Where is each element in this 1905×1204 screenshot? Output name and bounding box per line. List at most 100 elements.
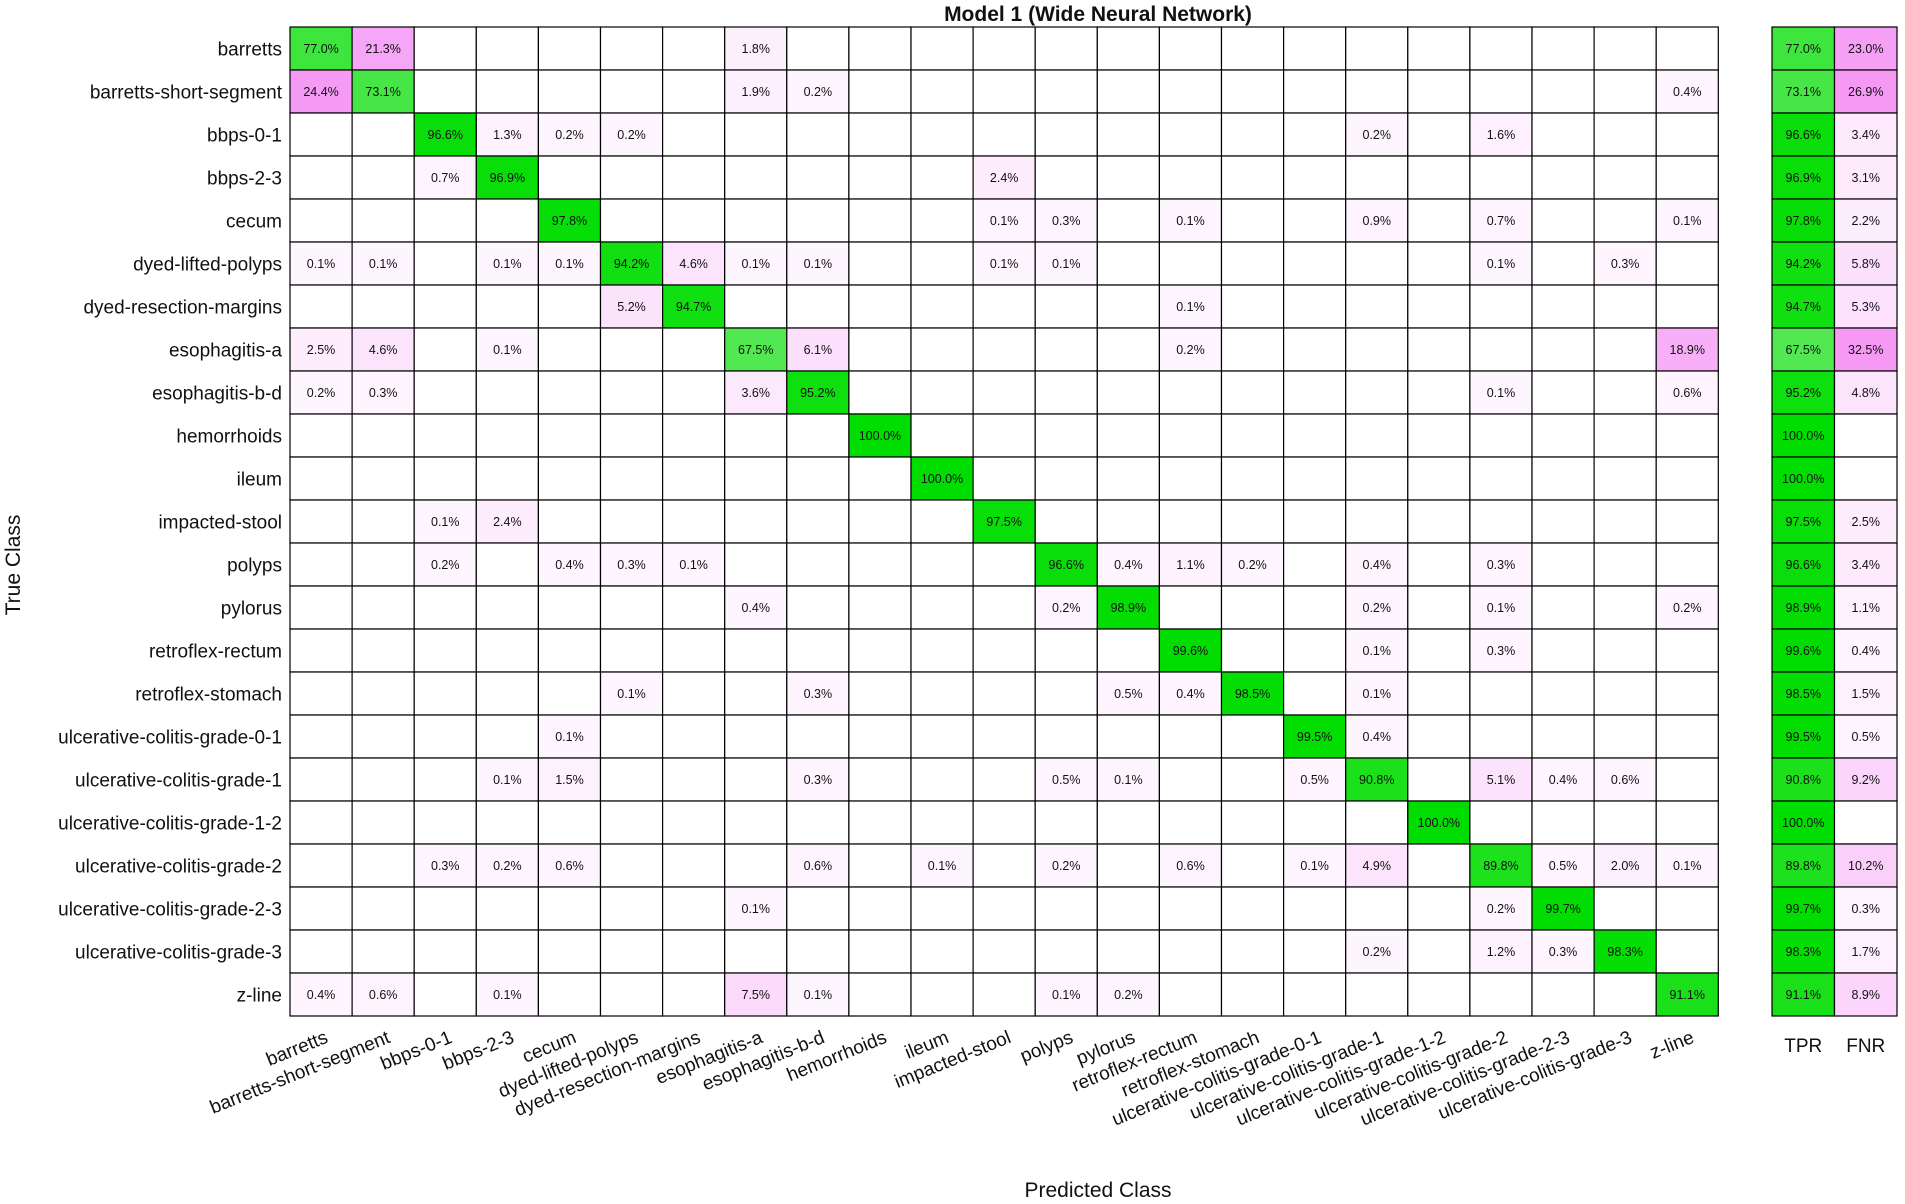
matrix-cell [910, 757, 974, 802]
matrix-cell-value: 21.3% [365, 42, 400, 56]
matrix-cell [599, 972, 664, 1017]
matrix-cell-value: 97.8% [552, 214, 587, 228]
matrix-cell [289, 585, 353, 630]
matrix-cell [1655, 155, 1719, 200]
matrix-cell [1531, 112, 1595, 157]
matrix-cell [1282, 843, 1347, 888]
matrix-cell [910, 585, 974, 630]
matrix-cell [537, 843, 602, 888]
tpr-cell [1771, 800, 1836, 845]
matrix-cell-value: 3.6% [742, 386, 771, 400]
matrix-cell [910, 112, 974, 157]
matrix-cell [1407, 327, 1471, 372]
matrix-cell [599, 585, 664, 630]
matrix-cell [537, 155, 602, 200]
true-class-label: z-line [237, 986, 282, 1007]
matrix-cell [786, 370, 850, 415]
matrix-cell [289, 155, 353, 200]
matrix-cell [599, 155, 664, 200]
matrix-cell-value: 0.5% [1300, 773, 1329, 787]
fnr-cell [1833, 69, 1898, 114]
matrix-cell [1345, 886, 1409, 931]
matrix-cell [1034, 284, 1098, 329]
matrix-cell [1096, 499, 1161, 544]
matrix-cell [599, 327, 664, 372]
matrix-cell [1096, 843, 1161, 888]
matrix-cell [1531, 69, 1595, 114]
matrix-cell [1531, 542, 1595, 587]
tpr-value: 98.5% [1786, 687, 1821, 701]
matrix-cell [351, 370, 415, 415]
matrix-cell-value: 0.1% [1487, 257, 1516, 271]
matrix-cell [1469, 284, 1533, 329]
matrix-cell [289, 757, 353, 802]
matrix-cell [1158, 929, 1223, 974]
matrix-cell [1220, 671, 1285, 716]
matrix-cell [1531, 714, 1595, 759]
tpr-value: 98.9% [1786, 601, 1821, 615]
matrix-cell [848, 241, 912, 286]
matrix-cell [1282, 69, 1347, 114]
true-class-label: dyed-lifted-polyps [133, 255, 282, 276]
matrix-cell [351, 155, 415, 200]
fnr-value: 2.2% [1852, 214, 1881, 228]
predicted-class-label: z-line [1647, 1027, 1697, 1063]
matrix-cell [537, 757, 602, 802]
matrix-cell [724, 155, 788, 200]
matrix-cell [1407, 671, 1471, 716]
matrix-cell [1531, 843, 1595, 888]
matrix-cell [724, 69, 788, 114]
matrix-cell [848, 155, 912, 200]
matrix-cell-value: 0.2% [1363, 128, 1392, 142]
matrix-cell [599, 241, 664, 286]
true-class-label: ulcerative-colitis-grade-0-1 [58, 728, 282, 749]
matrix-cell [1158, 69, 1223, 114]
matrix-cell-value: 99.6% [1173, 644, 1208, 658]
true-class-label: impacted-stool [158, 513, 282, 534]
matrix-cell [1407, 886, 1471, 931]
matrix-cell [1096, 628, 1161, 673]
matrix-cell [413, 972, 477, 1017]
matrix-cell [910, 241, 974, 286]
fnr-value: 2.5% [1852, 515, 1881, 529]
matrix-cell [1158, 26, 1223, 71]
matrix-cell-value: 0.1% [493, 257, 522, 271]
matrix-cell [1034, 155, 1098, 200]
matrix-cell [475, 26, 539, 71]
matrix-cell [1158, 241, 1223, 286]
matrix-cell [661, 628, 726, 673]
matrix-cell [413, 714, 477, 759]
matrix-cell [724, 327, 788, 372]
true-class-label: bbps-2-3 [207, 169, 282, 190]
matrix-cell-value: 96.6% [1049, 558, 1084, 572]
matrix-cell-value: 0.1% [431, 515, 460, 529]
matrix-cell [537, 714, 602, 759]
matrix-cell [1593, 370, 1657, 415]
matrix-cell [1407, 929, 1471, 974]
matrix-cell-value: 0.2% [1176, 343, 1205, 357]
true-class-label: ulcerative-colitis-grade-1-2 [58, 814, 282, 835]
matrix-cell [1469, 499, 1533, 544]
matrix-cell [1531, 241, 1595, 286]
matrix-cell [351, 886, 415, 931]
matrix-cell [1407, 413, 1471, 458]
matrix-cell [910, 499, 974, 544]
matrix-cell [848, 499, 912, 544]
matrix-cell [1220, 972, 1285, 1017]
matrix-cell [1345, 714, 1409, 759]
matrix-cell [972, 886, 1036, 931]
matrix-cell-value: 2.5% [307, 343, 336, 357]
tpr-fnr-summary-grid: 77.0% 73.1% 96.6% 96.9% 97.8% 94.2% 94.7% 67.5%… [1771, 26, 1898, 1057]
matrix-cell [1345, 198, 1409, 243]
matrix-cell [289, 843, 353, 888]
matrix-cell [1531, 26, 1595, 71]
chart-title: Model 1 (Wide Neural Network) [944, 3, 1252, 26]
fnr-cell [1833, 370, 1898, 415]
matrix-cell [599, 69, 664, 114]
matrix-cell [724, 972, 788, 1017]
matrix-cell [724, 542, 788, 587]
matrix-cell [910, 800, 974, 845]
matrix-cell [972, 671, 1036, 716]
matrix-cell [724, 585, 788, 630]
matrix-cell [1593, 155, 1657, 200]
